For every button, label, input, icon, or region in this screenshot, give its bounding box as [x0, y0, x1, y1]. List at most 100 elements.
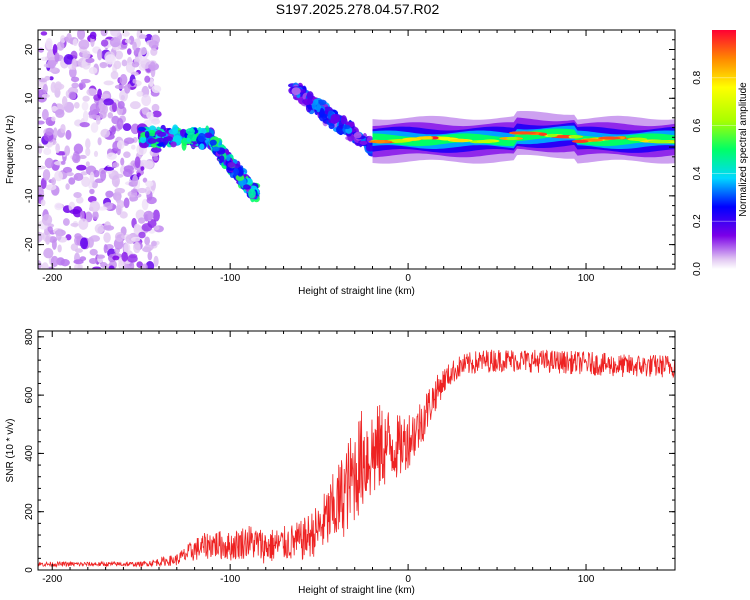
noise-cell	[119, 211, 128, 219]
noise-cell	[146, 111, 154, 119]
noise-cell	[120, 157, 125, 166]
noise-cell	[60, 160, 66, 165]
noise-cell	[38, 120, 45, 125]
noise-cell	[38, 109, 41, 115]
snr-xtick-label: 100	[578, 574, 595, 585]
snr-ytick-label: 400	[24, 445, 35, 462]
noise-cell	[56, 257, 65, 266]
noise-cell	[70, 76, 80, 83]
noise-cell	[60, 123, 66, 134]
signal-cell	[235, 174, 245, 181]
noise-cell	[65, 183, 70, 190]
carrier-peak	[571, 139, 589, 143]
noise-cell	[71, 82, 79, 89]
noise-cell	[85, 161, 90, 167]
noise-cell	[132, 174, 139, 187]
signal-cell	[212, 146, 220, 152]
noise-cell	[45, 184, 57, 191]
noise-cell	[73, 143, 84, 155]
noise-cell	[135, 209, 146, 221]
signal-cell	[185, 128, 196, 135]
noise-cell	[127, 48, 132, 55]
noise-cell	[89, 188, 95, 195]
noise-cell	[80, 78, 91, 84]
signal-cell	[227, 161, 236, 168]
noise-cell	[114, 231, 125, 242]
noise-cell	[112, 255, 120, 261]
snr-xtick-label: -200	[42, 574, 62, 585]
noise-cell	[130, 236, 141, 242]
spectrogram-cells	[38, 30, 675, 269]
noise-cell	[145, 180, 154, 187]
signal-cell	[233, 168, 239, 175]
noise-cell	[114, 84, 126, 90]
carrier-peak	[508, 131, 537, 135]
noise-cell	[112, 162, 120, 168]
colorbar-tick-label: 0.0	[692, 262, 703, 276]
noise-cell	[89, 248, 98, 256]
noise-cell	[47, 60, 58, 66]
noise-cell	[138, 231, 146, 239]
noise-cell	[148, 40, 159, 49]
noise-cell	[59, 35, 66, 44]
noise-cell	[53, 127, 58, 139]
noise-cell	[89, 235, 101, 242]
snr-ytick-label: 600	[24, 386, 35, 403]
carrier-peak	[476, 139, 495, 144]
noise-cell	[55, 143, 60, 154]
carrier-peak	[449, 138, 470, 142]
noise-cell	[139, 47, 147, 56]
noise-cell	[89, 200, 101, 213]
noise-cell	[100, 30, 108, 37]
noise-cell	[99, 62, 108, 69]
noise-cell	[64, 145, 71, 156]
noise-cell	[51, 177, 57, 186]
signal-cell	[139, 136, 147, 144]
noise-cell	[73, 259, 84, 265]
noise-cell	[51, 116, 56, 122]
noise-cell	[123, 197, 130, 209]
noise-cell	[103, 80, 114, 86]
noise-cell	[129, 101, 141, 110]
signal-cell	[186, 137, 191, 143]
noise-cell	[93, 150, 99, 157]
noise-cell	[73, 172, 84, 181]
colorbar: 0.0 0.2 0.4 0.6 0.8 Normalized spectral ampli…	[692, 30, 749, 276]
noise-cell	[103, 232, 111, 243]
noise-cell	[141, 263, 148, 269]
noise-cell	[78, 154, 87, 159]
signal-cell	[147, 129, 157, 137]
noise-cell	[76, 196, 84, 204]
noise-cell	[141, 198, 149, 211]
snr-xtick-label: -100	[220, 574, 240, 585]
noise-cell	[121, 251, 128, 262]
signal-cell	[204, 132, 213, 139]
noise-cell	[38, 260, 42, 269]
colorbar-tick-label: 0.4	[692, 166, 703, 180]
noise-cell	[44, 157, 54, 169]
noise-cell	[107, 112, 114, 119]
noise-cell	[138, 217, 146, 224]
noise-cell	[80, 237, 89, 250]
colorbar-gradient	[712, 30, 736, 269]
noise-cell	[40, 199, 46, 207]
signal-cell	[197, 132, 206, 143]
signal-cell	[170, 141, 177, 148]
noise-cell	[121, 59, 128, 67]
signal-cell	[139, 141, 149, 149]
carrier-peak	[648, 139, 671, 144]
noise-cell	[51, 105, 58, 112]
noise-cell	[140, 166, 145, 171]
snr-series-line	[38, 349, 675, 568]
noise-cell	[51, 239, 57, 250]
noise-cell	[68, 91, 77, 100]
signal-cell	[209, 139, 217, 146]
noise-cell	[117, 100, 125, 110]
noise-cell	[78, 39, 90, 50]
noise-cell	[123, 242, 131, 254]
noise-cell	[132, 41, 137, 51]
noise-cell	[57, 244, 62, 253]
noise-cell	[97, 48, 103, 61]
noise-cell	[105, 190, 114, 198]
